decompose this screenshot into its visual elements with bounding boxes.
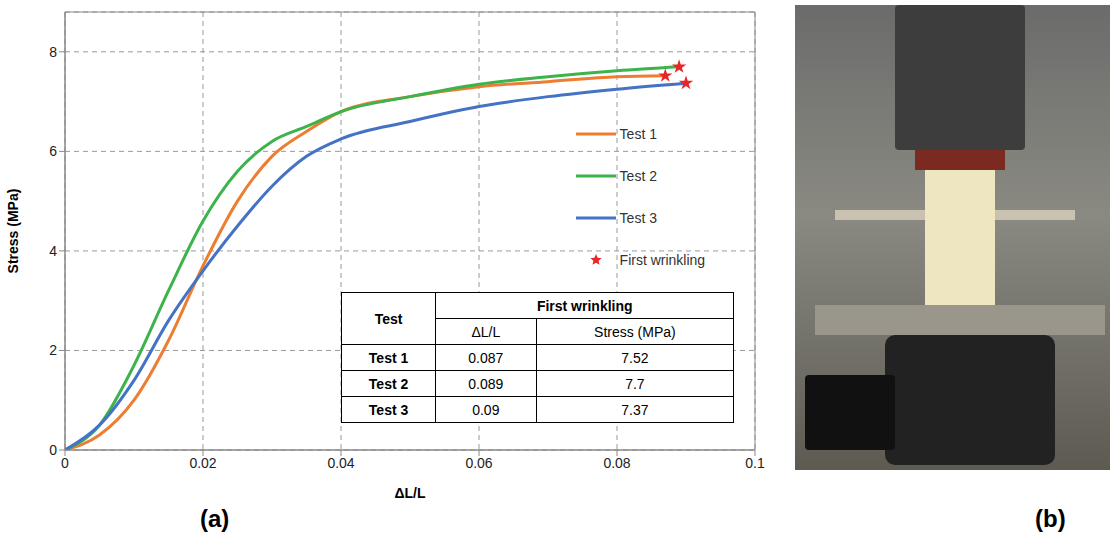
html-text:Test 1: Test 1 (368, 349, 409, 366)
svg-text:0.04: 0.04 (327, 455, 354, 471)
svg-text:ΔL/L: ΔL/L (394, 485, 426, 500)
html-text:Test: Test (374, 310, 403, 327)
svg-text:8: 8 (49, 44, 57, 60)
html-text:7.7: 7.7 (625, 375, 645, 392)
html-text:(a): (a) (200, 505, 230, 532)
svg-text:Stress (MPa): Stress (MPa) (5, 189, 21, 274)
html-text:Test 1: Test 1 (619, 125, 657, 142)
svg-text:0.08: 0.08 (603, 455, 630, 471)
html-text:Test 3: Test 3 (368, 401, 409, 418)
html-text:First wrinkling: First wrinkling (536, 297, 633, 314)
html-text:Test 2: Test 2 (619, 167, 657, 184)
html-text:ΔL/L: ΔL/L (471, 323, 501, 340)
html-text:Test 3: Test 3 (619, 209, 657, 226)
html-text:First wrinkling: First wrinkling (619, 251, 706, 268)
svg-text:6: 6 (49, 143, 57, 159)
svg-text:4: 4 (49, 243, 57, 259)
html-text:0.09: 0.09 (472, 401, 500, 418)
html-text:7.37: 7.37 (621, 401, 649, 418)
html-text:0.087: 0.087 (468, 349, 504, 366)
svg-text:0: 0 (61, 455, 69, 471)
svg-text:2: 2 (49, 342, 57, 358)
html-text:0.089: 0.089 (468, 375, 504, 392)
html-text:Test 2: Test 2 (368, 375, 409, 392)
html-text:(b): (b) (1035, 505, 1066, 532)
svg-text:0.1: 0.1 (745, 455, 765, 471)
html-text:7.52: 7.52 (621, 349, 649, 366)
svg-text:0: 0 (49, 442, 57, 458)
html-text:Stress (MPa): Stress (MPa) (594, 323, 676, 340)
svg-text:0.06: 0.06 (465, 455, 492, 471)
svg-text:0.02: 0.02 (189, 455, 216, 471)
